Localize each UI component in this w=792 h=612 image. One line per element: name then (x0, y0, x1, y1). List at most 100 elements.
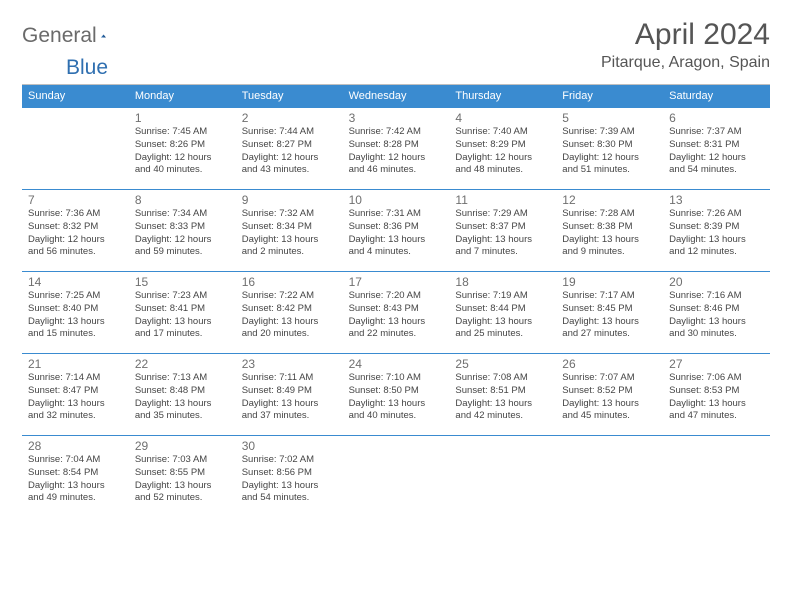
day-number: 10 (349, 193, 444, 207)
day-number: 27 (669, 357, 764, 371)
calendar-cell: 15Sunrise: 7:23 AMSunset: 8:41 PMDayligh… (129, 271, 236, 353)
day-info: Sunrise: 7:36 AMSunset: 8:32 PMDaylight:… (28, 208, 123, 259)
day-info: Sunrise: 7:42 AMSunset: 8:28 PMDaylight:… (349, 126, 444, 177)
day-number: 30 (242, 439, 337, 453)
day-number: 15 (135, 275, 230, 289)
logo-text-general: General (22, 24, 97, 48)
title-block: April 2024 Pitarque, Aragon, Spain (601, 18, 770, 72)
day-info: Sunrise: 7:40 AMSunset: 8:29 PMDaylight:… (455, 126, 550, 177)
day-number: 18 (455, 275, 550, 289)
calendar-cell: 18Sunrise: 7:19 AMSunset: 8:44 PMDayligh… (449, 271, 556, 353)
day-info: Sunrise: 7:08 AMSunset: 8:51 PMDaylight:… (455, 372, 550, 423)
day-header: Thursday (449, 85, 556, 107)
day-info: Sunrise: 7:34 AMSunset: 8:33 PMDaylight:… (135, 208, 230, 259)
calendar-cell: 13Sunrise: 7:26 AMSunset: 8:39 PMDayligh… (663, 189, 770, 271)
day-info: Sunrise: 7:16 AMSunset: 8:46 PMDaylight:… (669, 290, 764, 341)
calendar-cell-empty (22, 107, 129, 189)
day-number: 11 (455, 193, 550, 207)
calendar-cell: 28Sunrise: 7:04 AMSunset: 8:54 PMDayligh… (22, 435, 129, 517)
day-number: 9 (242, 193, 337, 207)
calendar-cell-empty (663, 435, 770, 517)
day-info: Sunrise: 7:37 AMSunset: 8:31 PMDaylight:… (669, 126, 764, 177)
day-info: Sunrise: 7:19 AMSunset: 8:44 PMDaylight:… (455, 290, 550, 341)
day-info: Sunrise: 7:25 AMSunset: 8:40 PMDaylight:… (28, 290, 123, 341)
day-header: Tuesday (236, 85, 343, 107)
day-number: 3 (349, 111, 444, 125)
day-number: 22 (135, 357, 230, 371)
day-info: Sunrise: 7:11 AMSunset: 8:49 PMDaylight:… (242, 372, 337, 423)
calendar-cell-empty (556, 435, 663, 517)
day-info: Sunrise: 7:22 AMSunset: 8:42 PMDaylight:… (242, 290, 337, 341)
day-header: Friday (556, 85, 663, 107)
logo-text-blue: Blue (66, 56, 108, 80)
location: Pitarque, Aragon, Spain (601, 54, 770, 72)
logo-triangle-icon (101, 26, 106, 46)
calendar-cell: 5Sunrise: 7:39 AMSunset: 8:30 PMDaylight… (556, 107, 663, 189)
calendar-cell: 21Sunrise: 7:14 AMSunset: 8:47 PMDayligh… (22, 353, 129, 435)
day-info: Sunrise: 7:04 AMSunset: 8:54 PMDaylight:… (28, 454, 123, 505)
day-number: 8 (135, 193, 230, 207)
day-info: Sunrise: 7:32 AMSunset: 8:34 PMDaylight:… (242, 208, 337, 259)
day-header: Monday (129, 85, 236, 107)
day-info: Sunrise: 7:29 AMSunset: 8:37 PMDaylight:… (455, 208, 550, 259)
calendar-cell: 1Sunrise: 7:45 AMSunset: 8:26 PMDaylight… (129, 107, 236, 189)
calendar-cell: 17Sunrise: 7:20 AMSunset: 8:43 PMDayligh… (343, 271, 450, 353)
calendar-cell: 4Sunrise: 7:40 AMSunset: 8:29 PMDaylight… (449, 107, 556, 189)
logo: General (22, 24, 131, 48)
calendar-cell: 26Sunrise: 7:07 AMSunset: 8:52 PMDayligh… (556, 353, 663, 435)
day-info: Sunrise: 7:02 AMSunset: 8:56 PMDaylight:… (242, 454, 337, 505)
day-info: Sunrise: 7:03 AMSunset: 8:55 PMDaylight:… (135, 454, 230, 505)
day-number: 12 (562, 193, 657, 207)
day-info: Sunrise: 7:20 AMSunset: 8:43 PMDaylight:… (349, 290, 444, 341)
calendar-cell: 11Sunrise: 7:29 AMSunset: 8:37 PMDayligh… (449, 189, 556, 271)
calendar-cell: 25Sunrise: 7:08 AMSunset: 8:51 PMDayligh… (449, 353, 556, 435)
day-number: 7 (28, 193, 123, 207)
day-number: 23 (242, 357, 337, 371)
day-number: 17 (349, 275, 444, 289)
day-info: Sunrise: 7:07 AMSunset: 8:52 PMDaylight:… (562, 372, 657, 423)
calendar-cell-empty (343, 435, 450, 517)
day-number: 14 (28, 275, 123, 289)
day-number: 24 (349, 357, 444, 371)
day-header: Saturday (663, 85, 770, 107)
day-info: Sunrise: 7:31 AMSunset: 8:36 PMDaylight:… (349, 208, 444, 259)
day-number: 29 (135, 439, 230, 453)
calendar-cell: 16Sunrise: 7:22 AMSunset: 8:42 PMDayligh… (236, 271, 343, 353)
calendar-cell: 6Sunrise: 7:37 AMSunset: 8:31 PMDaylight… (663, 107, 770, 189)
calendar-cell: 23Sunrise: 7:11 AMSunset: 8:49 PMDayligh… (236, 353, 343, 435)
calendar-cell: 10Sunrise: 7:31 AMSunset: 8:36 PMDayligh… (343, 189, 450, 271)
calendar-cell: 8Sunrise: 7:34 AMSunset: 8:33 PMDaylight… (129, 189, 236, 271)
calendar-cell: 22Sunrise: 7:13 AMSunset: 8:48 PMDayligh… (129, 353, 236, 435)
calendar-cell: 24Sunrise: 7:10 AMSunset: 8:50 PMDayligh… (343, 353, 450, 435)
calendar-cell: 29Sunrise: 7:03 AMSunset: 8:55 PMDayligh… (129, 435, 236, 517)
calendar-cell-empty (449, 435, 556, 517)
day-info: Sunrise: 7:44 AMSunset: 8:27 PMDaylight:… (242, 126, 337, 177)
month-title: April 2024 (601, 18, 770, 52)
calendar-grid: SundayMondayTuesdayWednesdayThursdayFrid… (22, 85, 770, 517)
day-info: Sunrise: 7:28 AMSunset: 8:38 PMDaylight:… (562, 208, 657, 259)
day-number: 2 (242, 111, 337, 125)
day-info: Sunrise: 7:06 AMSunset: 8:53 PMDaylight:… (669, 372, 764, 423)
day-number: 4 (455, 111, 550, 125)
day-number: 1 (135, 111, 230, 125)
calendar-cell: 30Sunrise: 7:02 AMSunset: 8:56 PMDayligh… (236, 435, 343, 517)
day-header: Wednesday (343, 85, 450, 107)
day-number: 19 (562, 275, 657, 289)
day-number: 6 (669, 111, 764, 125)
day-info: Sunrise: 7:45 AMSunset: 8:26 PMDaylight:… (135, 126, 230, 177)
day-info: Sunrise: 7:10 AMSunset: 8:50 PMDaylight:… (349, 372, 444, 423)
day-info: Sunrise: 7:14 AMSunset: 8:47 PMDaylight:… (28, 372, 123, 423)
day-number: 26 (562, 357, 657, 371)
calendar-cell: 19Sunrise: 7:17 AMSunset: 8:45 PMDayligh… (556, 271, 663, 353)
day-number: 13 (669, 193, 764, 207)
day-number: 21 (28, 357, 123, 371)
day-info: Sunrise: 7:39 AMSunset: 8:30 PMDaylight:… (562, 126, 657, 177)
calendar-cell: 12Sunrise: 7:28 AMSunset: 8:38 PMDayligh… (556, 189, 663, 271)
day-header: Sunday (22, 85, 129, 107)
day-number: 20 (669, 275, 764, 289)
calendar-cell: 20Sunrise: 7:16 AMSunset: 8:46 PMDayligh… (663, 271, 770, 353)
calendar-cell: 7Sunrise: 7:36 AMSunset: 8:32 PMDaylight… (22, 189, 129, 271)
calendar-cell: 2Sunrise: 7:44 AMSunset: 8:27 PMDaylight… (236, 107, 343, 189)
day-info: Sunrise: 7:17 AMSunset: 8:45 PMDaylight:… (562, 290, 657, 341)
day-number: 25 (455, 357, 550, 371)
